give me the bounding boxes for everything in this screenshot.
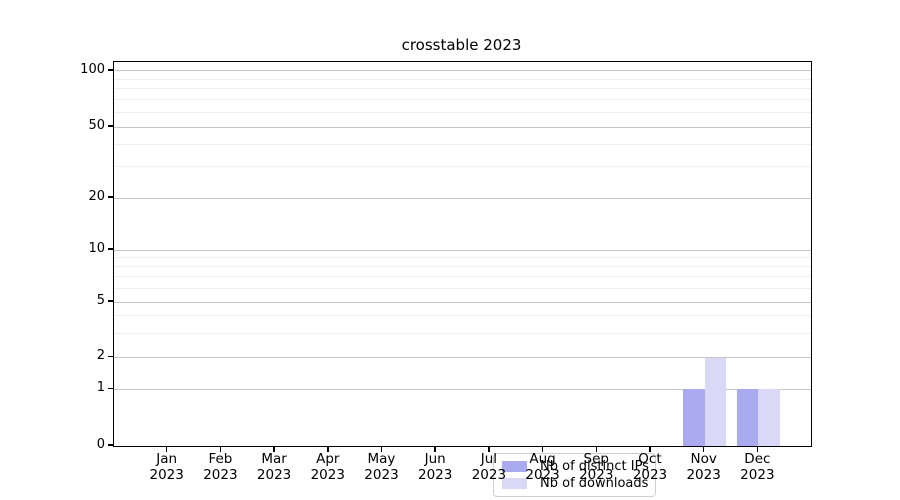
minor-gridline (114, 111, 811, 113)
x-tick-mark (541, 446, 544, 452)
y-tick-label: 2 (96, 348, 105, 364)
x-tick-mark (327, 446, 329, 452)
bar-distinct-ips (683, 389, 705, 446)
x-tick-label: Dec 2023 (725, 451, 789, 483)
x-tick-year: 2023 (203, 466, 238, 483)
x-tick-label: Feb 2023 (188, 451, 252, 483)
minor-gridline (114, 99, 811, 101)
x-tick-year: 2023 (632, 466, 668, 483)
x-tick-month: Sep (583, 451, 609, 467)
x-tick-mark (488, 446, 490, 452)
x-tick-month: Apr (316, 451, 340, 467)
major-gridline (114, 388, 811, 390)
x-tick-label: Jul 2023 (457, 451, 521, 483)
major-gridline (114, 197, 811, 199)
y-tick-mark (108, 444, 113, 446)
x-tick-year: 2023 (579, 466, 614, 483)
x-tick-label: Sep 2023 (564, 451, 628, 483)
x-tick-month: Jun (424, 451, 446, 467)
x-tick-year: 2023 (686, 466, 721, 483)
x-tick-label: Jun 2023 (403, 451, 467, 483)
minor-gridline (114, 287, 811, 289)
y-tick-label: 50 (88, 118, 105, 133)
x-tick-mark (756, 446, 759, 452)
minor-gridline (114, 276, 811, 278)
y-tick-label: 100 (80, 61, 105, 77)
x-tick-month: Mar (261, 451, 287, 467)
y-tick-mark (108, 196, 113, 198)
x-tick-month: Feb (208, 451, 233, 467)
x-tick-label: Apr 2023 (296, 451, 360, 483)
x-tick-month: Dec (744, 451, 771, 467)
major-gridline (114, 301, 811, 303)
y-tick-label: 10 (88, 241, 105, 256)
y-tick-mark (108, 69, 113, 71)
minor-gridline (114, 266, 811, 268)
x-tick-year: 2023 (256, 466, 292, 483)
major-gridline (114, 70, 811, 72)
legend-label-downloads: Nb of downloads (540, 476, 649, 491)
x-tick-mark (219, 446, 222, 452)
x-tick-label: Nov 2023 (672, 451, 736, 483)
x-tick-month: Jan (156, 451, 178, 467)
x-tick-label: Aug 2023 (511, 451, 575, 483)
x-tick-label: Mar 2023 (242, 451, 306, 483)
minor-gridline (114, 257, 811, 259)
major-gridline (114, 126, 811, 128)
bar-downloads (704, 357, 727, 446)
y-tick-mark (108, 355, 113, 358)
x-tick-label: May 2023 (349, 451, 413, 483)
x-tick-mark (434, 446, 436, 452)
y-tick-mark (108, 248, 113, 250)
minor-gridline (114, 143, 811, 145)
major-gridline (114, 249, 811, 251)
x-tick-year: 2023 (740, 466, 775, 483)
x-tick-year: 2023 (471, 466, 507, 483)
bar-distinct-ips (736, 389, 759, 446)
major-gridline (114, 356, 811, 358)
x-tick-mark (649, 446, 651, 452)
chart-title: crosstable 2023 (401, 36, 522, 54)
legend-item-downloads: Nb of downloads (502, 476, 649, 491)
x-tick-mark (595, 446, 598, 452)
x-tick-mark (165, 446, 168, 452)
legend-swatch-distinct-ips (502, 461, 527, 472)
x-tick-year: 2023 (525, 466, 560, 483)
x-tick-year: 2023 (310, 466, 345, 483)
x-tick-label: Oct 2023 (618, 451, 682, 483)
legend: Nb of distinct IPs Nb of downloads (493, 453, 656, 497)
y-tick-mark (108, 300, 113, 302)
x-tick-month: Nov (690, 451, 717, 467)
legend-swatch-downloads (502, 478, 527, 489)
y-tick-label: 5 (96, 293, 105, 308)
minor-gridline (114, 332, 811, 334)
bar-downloads (758, 389, 780, 446)
x-tick-month: Oct (638, 451, 662, 467)
x-tick-label: Jan 2023 (135, 451, 199, 483)
plot-area: Nb of distinct IPs Nb of downloads (113, 61, 812, 497)
y-tick-label: 0 (96, 437, 105, 452)
x-tick-month: May (367, 451, 396, 467)
y-tick-mark (108, 125, 113, 127)
minor-gridline (114, 315, 811, 317)
x-tick-year: 2023 (364, 466, 399, 483)
x-tick-month: Aug (529, 451, 556, 467)
minor-gridline (114, 88, 811, 90)
x-tick-mark (273, 446, 275, 452)
x-tick-mark (702, 446, 705, 452)
y-tick-label: 1 (96, 380, 105, 396)
minor-gridline (114, 79, 811, 80)
x-tick-month: Jul (480, 451, 498, 467)
y-tick-label: 20 (88, 189, 105, 204)
legend-item-distinct-ips: Nb of distinct IPs (502, 459, 649, 474)
x-tick-year: 2023 (149, 466, 184, 483)
x-tick-year: 2023 (417, 466, 453, 483)
x-tick-mark (380, 446, 383, 452)
legend-label-distinct-ips: Nb of distinct IPs (540, 459, 649, 474)
y-tick-mark (108, 387, 113, 390)
minor-gridline (114, 166, 811, 168)
